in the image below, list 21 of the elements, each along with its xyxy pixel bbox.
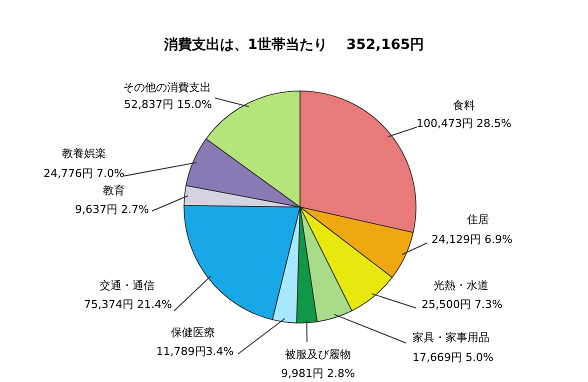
slice-label: 住居 <box>467 213 489 226</box>
slice-label: 家具・家事用品 <box>412 331 490 344</box>
slice-label: 交通・通信 <box>100 279 154 292</box>
data-label: 17,669円 5.0% <box>412 351 494 364</box>
data-label: 9,637円 2.7% <box>75 203 149 216</box>
slice-label: 被服及び履物 <box>285 348 351 361</box>
data-label: 75,374円 21.4% <box>84 298 172 311</box>
data-label: 11,789円3.4% <box>156 345 234 358</box>
data-label: 9,981円 2.8% <box>281 367 355 380</box>
data-label: 25,500円 7.3% <box>422 298 502 311</box>
data-label: 24,776円 7.0% <box>44 167 124 180</box>
slice-label: 食料 <box>453 99 475 112</box>
slice-label: 保健医療 <box>171 326 215 339</box>
slice-label: その他の消費支出 <box>123 81 211 94</box>
data-label: 24,129円 6.9% <box>432 233 512 246</box>
chart-title: 消費支出は、1世帯当たり 352,165円 <box>162 37 424 53</box>
slice-label: 教育 <box>103 184 125 197</box>
slice-label: 教養娯楽 <box>62 147 106 160</box>
slice-label: 光熱・水道 <box>434 279 488 292</box>
data-label: 100,473円 28.5% <box>416 117 512 130</box>
data-label: 52,837円 15.0% <box>124 98 212 111</box>
